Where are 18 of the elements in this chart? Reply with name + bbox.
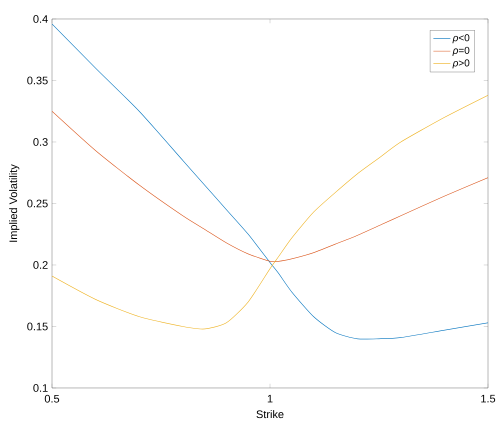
line-series — [52, 94, 488, 330]
line-series — [52, 24, 488, 340]
x-tick-label: 0.5 — [44, 394, 60, 403]
x-tick-label: 1.5 — [481, 394, 496, 402]
legend-label: ρ>0 — [452, 59, 470, 68]
y-tick-label: 0.3 — [33, 138, 48, 146]
line-series — [52, 110, 488, 262]
y-tick-label: 0.15 — [27, 322, 48, 330]
x-axis-title: Strike — [256, 410, 284, 418]
x-tick-label: 1 — [268, 394, 273, 402]
y-tick-label: 0.35 — [27, 76, 48, 84]
y-tick-label: 0.4 — [33, 15, 48, 23]
y-axis-title: Implied Volatility — [9, 164, 20, 242]
legend-label: ρ<0 — [452, 34, 470, 44]
y-tick-label: 0.1 — [33, 384, 48, 392]
y-tick-label: 0.25 — [27, 200, 48, 208]
legend-label: ρ=0 — [452, 46, 470, 56]
y-tick-label: 0.2 — [33, 261, 48, 269]
